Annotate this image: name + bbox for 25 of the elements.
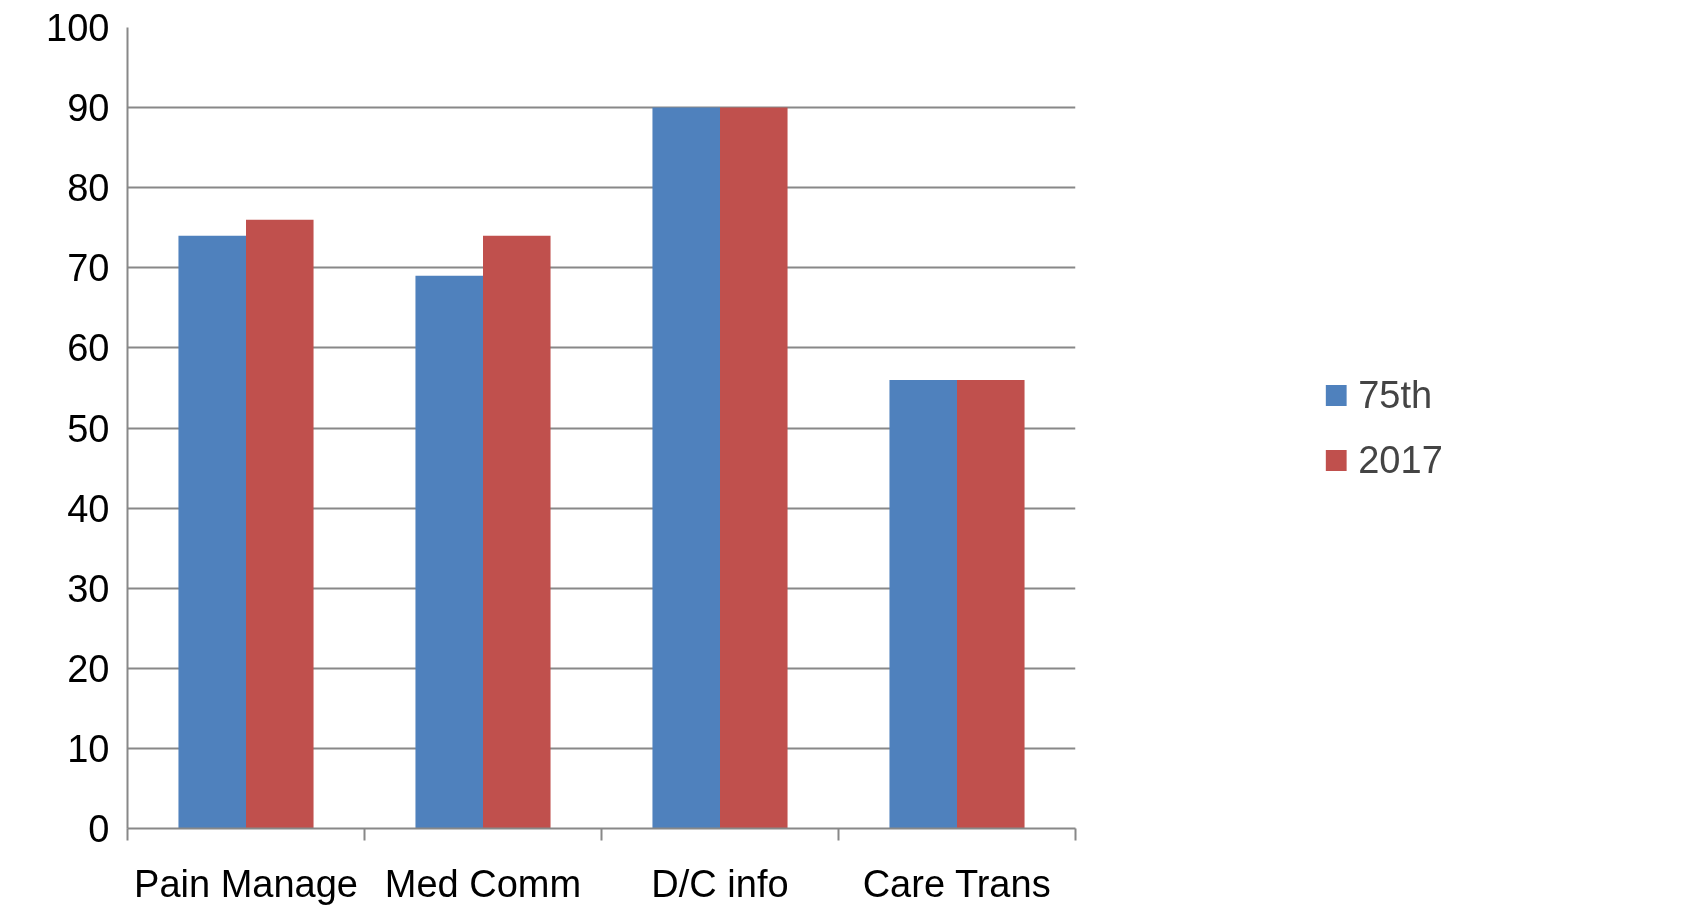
legend-label: 75th: [1358, 373, 1433, 417]
y-tick-label: 90: [67, 87, 110, 130]
bar: [415, 275, 483, 829]
y-tick-label: 30: [67, 567, 110, 610]
legend-label: 2017: [1358, 438, 1443, 482]
y-tick-label: 50: [67, 407, 110, 450]
x-tick-label: Med Comm: [384, 862, 582, 905]
y-tick-label: 80: [67, 167, 110, 210]
y-tick-label: 20: [67, 647, 110, 690]
y-tick-label: 10: [67, 727, 110, 770]
y-tick-label: 60: [67, 327, 110, 370]
x-tick-label: D/C info: [651, 862, 789, 905]
y-tick-label: 70: [67, 247, 110, 290]
y-tick-label: 100: [46, 7, 110, 49]
bar: [720, 107, 788, 829]
y-tick-label: 0: [88, 808, 110, 850]
bar: [483, 235, 551, 829]
bar: [889, 379, 957, 829]
bar: [246, 219, 314, 829]
bar: [957, 379, 1025, 829]
y-tick-label: 40: [67, 487, 110, 530]
x-tick-label: Care Trans: [862, 862, 1051, 905]
x-tick-label: Pain Manage: [134, 862, 358, 905]
bar: [652, 107, 720, 829]
bar: [178, 235, 246, 829]
